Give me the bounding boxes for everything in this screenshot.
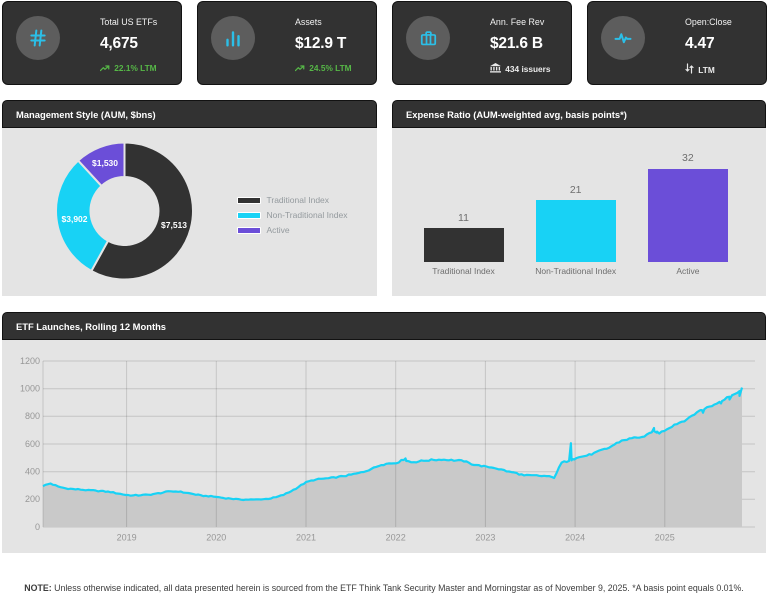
- svg-text:2024: 2024: [565, 533, 585, 543]
- svg-text:$3,902: $3,902: [62, 214, 88, 224]
- svg-text:600: 600: [25, 439, 40, 449]
- svg-text:2020: 2020: [206, 533, 226, 543]
- svg-text:2025: 2025: [655, 533, 675, 543]
- svg-text:2022: 2022: [386, 533, 406, 543]
- svg-text:2019: 2019: [117, 533, 137, 543]
- svg-text:0: 0: [35, 522, 40, 532]
- svg-text:$7,513: $7,513: [161, 220, 187, 230]
- svg-text:200: 200: [25, 494, 40, 504]
- svg-text:1200: 1200: [20, 356, 40, 366]
- svg-text:2023: 2023: [475, 533, 495, 543]
- svg-text:1000: 1000: [20, 384, 40, 394]
- svg-text:400: 400: [25, 467, 40, 477]
- svg-text:2021: 2021: [296, 533, 316, 543]
- svg-text:800: 800: [25, 411, 40, 421]
- svg-text:$1,530: $1,530: [92, 158, 118, 168]
